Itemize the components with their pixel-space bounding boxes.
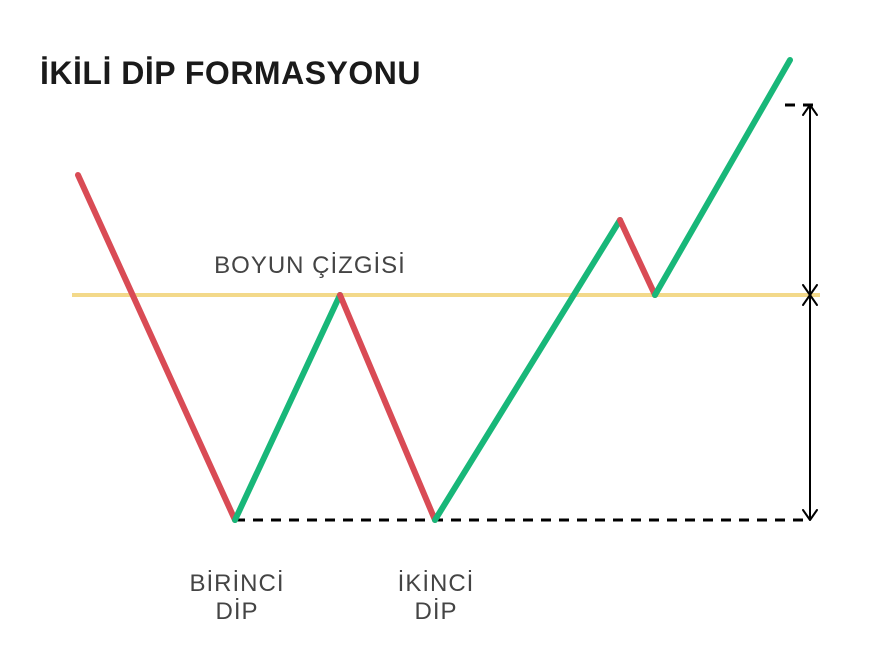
diagram-canvas: İKİLİ DİP FORMASYONU BOYUN ÇİZGİSİ BİRİN…	[0, 0, 870, 655]
pattern-svg	[0, 0, 870, 655]
second-dip-label: İKİNCİ DİP	[286, 570, 586, 625]
neckline-label: BOYUN ÇİZGİSİ	[160, 252, 460, 280]
diagram-title: İKİLİ DİP FORMASYONU	[40, 55, 421, 92]
